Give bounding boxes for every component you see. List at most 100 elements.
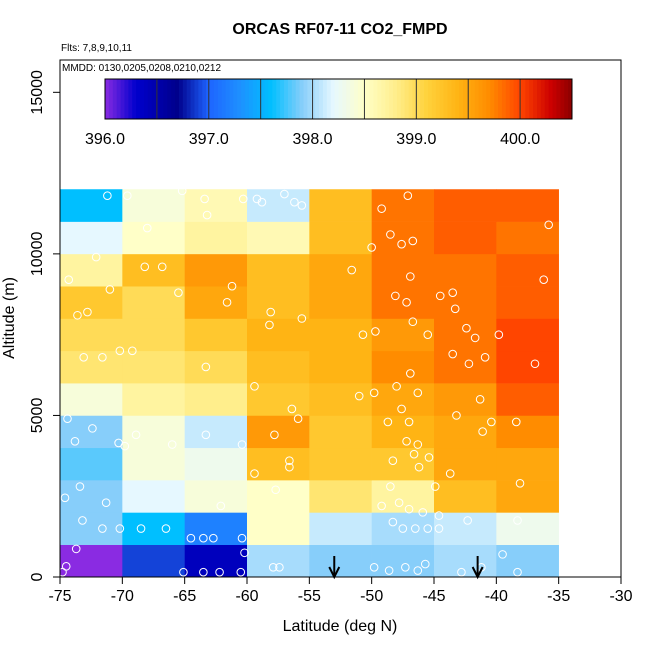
colorbar-segment: [163, 79, 168, 119]
heatmap-cell: [184, 189, 248, 222]
sample-point: [448, 288, 458, 297]
colorbar-tick-label: 398.0: [293, 131, 333, 148]
y-axis: 0 5000 10000 15000: [29, 70, 60, 581]
plot-frame: [59, 59, 622, 578]
sample-point: [448, 349, 458, 359]
colorbar-segment: [167, 79, 172, 119]
colorbar-segment: [233, 79, 238, 119]
sample-point: [394, 498, 404, 507]
sample-point: [402, 436, 411, 446]
sample-point: [120, 441, 130, 451]
sample-point: [73, 310, 82, 320]
sample-point: [177, 186, 187, 196]
sample-point: [402, 298, 411, 307]
sample-point: [75, 482, 85, 491]
colorbar-segment: [478, 79, 483, 119]
sample-point: [83, 307, 92, 317]
colorbar-segment: [319, 79, 324, 119]
chart-title: ORCAS RF07-11 CO2_FMPD: [232, 21, 447, 38]
sample-point: [167, 440, 177, 449]
x-axis-label: Latitude (deg N): [283, 618, 398, 635]
sample-point: [265, 320, 274, 330]
colorbar-tick-label: 400.0: [500, 131, 540, 148]
sample-point: [290, 197, 299, 207]
colorbar-segment: [439, 79, 445, 119]
heatmap-cell: [60, 480, 123, 513]
colorbar-segment: [556, 79, 561, 119]
heatmap-cell: [122, 447, 185, 481]
heatmap-cell: [496, 318, 559, 352]
sample-point: [423, 524, 433, 533]
sample-point: [201, 430, 211, 440]
colorbar-segment: [307, 79, 312, 119]
x-tick-label: -45: [422, 588, 445, 605]
sample-point: [128, 346, 137, 356]
colorbar-segment: [357, 79, 363, 119]
colorbar: 396.0 397.0 398.0 399.0 400.0: [85, 78, 573, 148]
colorbar-segment: [116, 79, 122, 119]
sample-point: [511, 417, 521, 427]
sample-point: [136, 524, 146, 533]
heatmap-cell: [122, 318, 185, 352]
heatmap-cell: [184, 480, 248, 513]
heatmap-cell: [247, 221, 310, 255]
heatmap-cell: [496, 286, 559, 319]
colorbar-segment: [303, 79, 308, 119]
sample-point: [475, 394, 485, 404]
sample-point: [377, 501, 386, 511]
heatmap-cell: [496, 383, 559, 416]
sample-point: [358, 330, 368, 339]
sample-point: [297, 314, 307, 323]
heatmap-cell: [122, 350, 185, 384]
colorbar-segment: [486, 79, 491, 119]
sample-point: [408, 236, 418, 246]
sample-point: [386, 482, 395, 491]
colorbar-segment: [315, 79, 320, 119]
heatmap-cell: [496, 221, 559, 255]
sample-point: [140, 262, 150, 272]
colorbar-segment: [435, 79, 441, 119]
heatmap-cell: [371, 253, 435, 287]
colorbar-segment: [140, 79, 145, 119]
heatmap-cell: [309, 480, 372, 513]
sample-point: [544, 220, 553, 230]
sample-point: [452, 411, 461, 420]
sample-point: [409, 449, 419, 459]
colorbar-segment: [342, 79, 347, 119]
heatmap-cell: [247, 318, 310, 352]
sample-point: [463, 516, 472, 525]
sample-point: [285, 462, 294, 472]
colorbar-segment: [108, 79, 114, 119]
colorbar-segment: [147, 79, 153, 119]
colorbar-segment: [540, 79, 546, 119]
sample-point: [91, 252, 101, 262]
sample-point: [494, 330, 504, 339]
flights-label: Flts: 7,8,9,10,11: [61, 43, 132, 54]
sample-point: [397, 404, 406, 414]
colorbar-segment: [509, 79, 515, 119]
sample-point: [222, 298, 232, 307]
colorbar-segment: [143, 79, 149, 119]
sample-point: [369, 563, 379, 572]
colorbar-segment: [525, 79, 530, 119]
y-tick-label: 0: [29, 572, 46, 581]
colorbar-segment: [159, 79, 164, 119]
colorbar-segment: [299, 79, 304, 119]
heatmap-cell: [496, 480, 559, 513]
colorbar-segment: [564, 79, 569, 119]
colorbar-segment: [373, 79, 378, 119]
heatmap-cell: [60, 189, 123, 222]
sample-point: [383, 417, 393, 427]
colorbar-segment: [120, 79, 125, 119]
heatmap-cell: [434, 221, 497, 255]
heatmap-cell: [434, 318, 497, 352]
sample-point: [398, 524, 408, 533]
heatmap-cell: [434, 447, 497, 481]
sample-point: [450, 304, 460, 314]
sample-point: [403, 191, 413, 201]
x-axis: -75 -70 -65 -60 -55 -50 -45 -40 -35 -30: [48, 577, 633, 605]
sample-point: [179, 567, 188, 577]
heatmap-cell: [371, 447, 435, 481]
sample-point: [237, 533, 247, 543]
sample-point: [115, 346, 125, 356]
